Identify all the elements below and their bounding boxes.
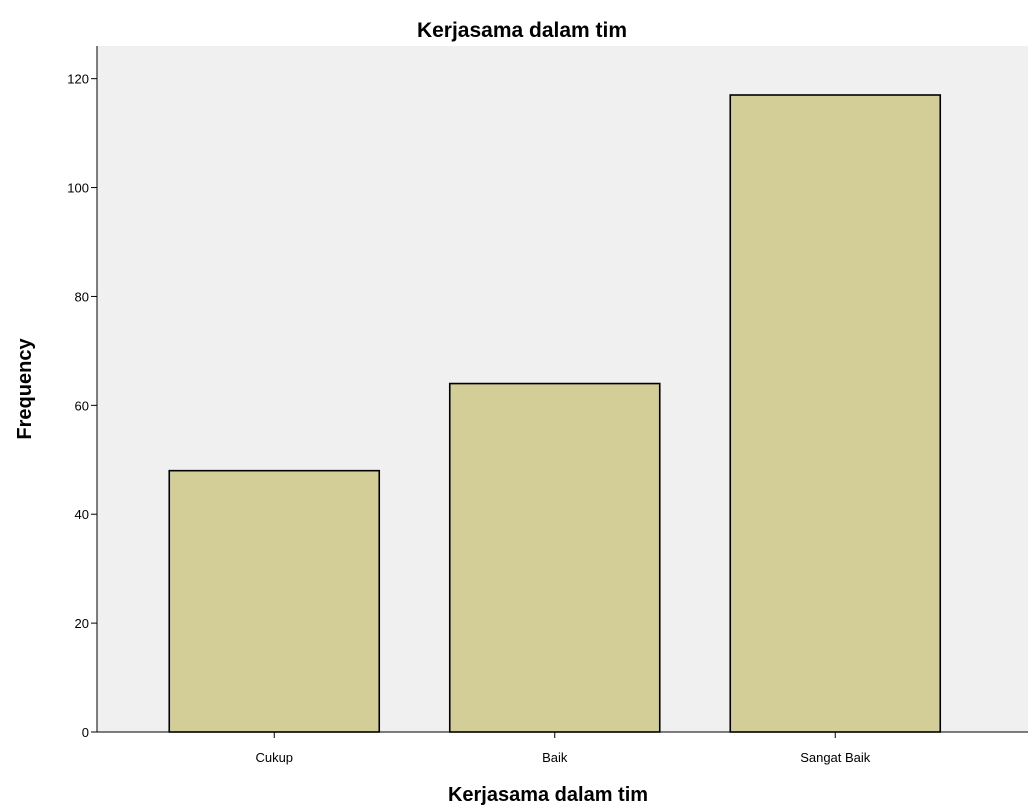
bars-group [168, 94, 942, 733]
bar-cukup [168, 469, 381, 733]
x-tick-label: Baik [542, 750, 568, 765]
bar-baik [448, 382, 661, 733]
y-tick-label: 60 [75, 398, 89, 413]
x-ticks-group: Cukup Baik Sangat Baik [255, 732, 871, 765]
y-tick-label: 80 [75, 289, 89, 304]
chart-title: Kerjasama dalam tim [417, 19, 627, 42]
x-tick-label: Cukup [255, 750, 293, 765]
x-tick-label: Sangat Baik [800, 750, 871, 765]
bar-sangat-baik [729, 94, 942, 733]
y-tick-label: 100 [67, 181, 89, 196]
y-tick-label: 20 [75, 616, 89, 631]
y-tick-label: 0 [82, 725, 89, 740]
y-tick-label: 120 [67, 72, 89, 87]
y-tick-label: 40 [75, 507, 89, 522]
x-axis-title: Kerjasama dalam tim [448, 784, 648, 806]
y-ticks-group: 0 20 40 60 80 100 120 [67, 72, 97, 740]
y-axis-title: Frequency [14, 338, 36, 440]
